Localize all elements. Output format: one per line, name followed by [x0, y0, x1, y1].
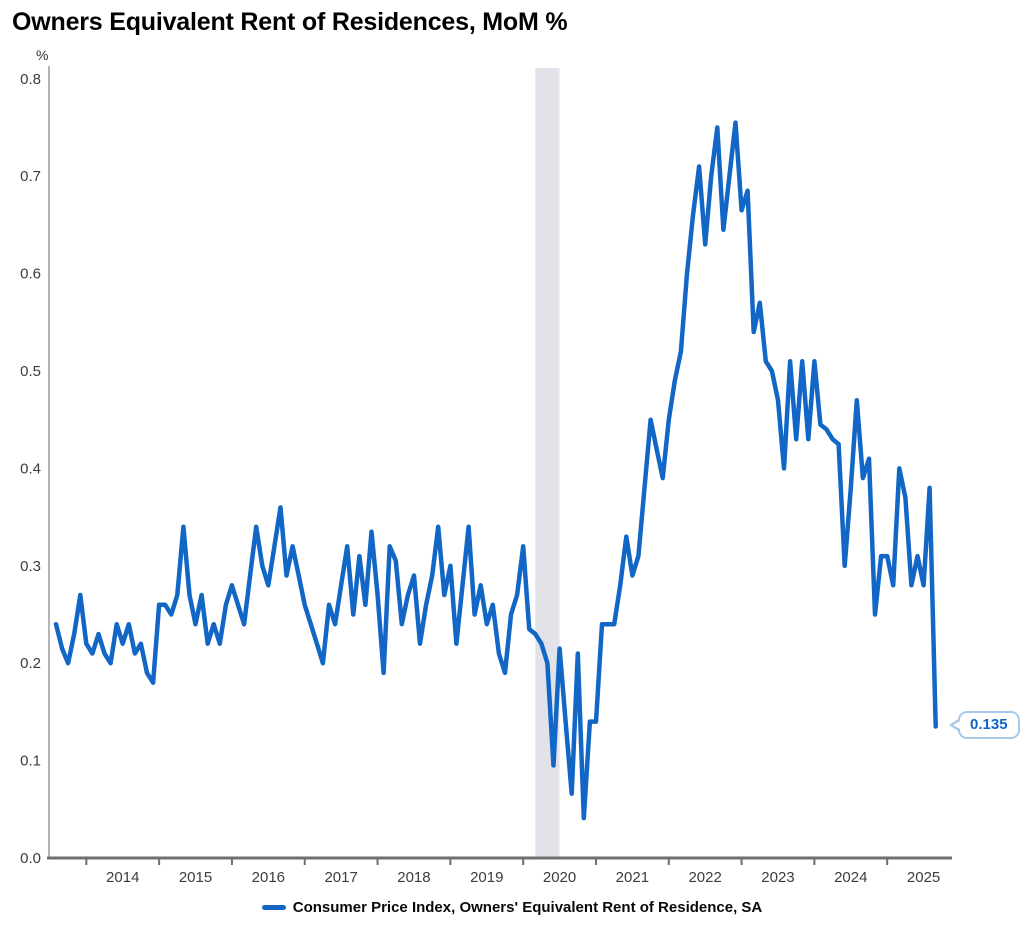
- svg-text:2016: 2016: [252, 869, 285, 886]
- svg-text:0.4: 0.4: [20, 460, 41, 477]
- svg-text:2017: 2017: [324, 869, 357, 886]
- svg-text:2023: 2023: [761, 869, 794, 886]
- svg-text:0.0: 0.0: [20, 850, 41, 867]
- x-axis-tick-labels: 2014 2015 2016 2017 2018 2019 2020 2021 2022 2023…: [85, 858, 940, 886]
- legend-series-label: Consumer Price Index, Owners' Equivalent…: [292, 899, 763, 916]
- svg-text:2015: 2015: [179, 869, 212, 886]
- y-axis-tick-labels: 0.0 0.1 0.2 0.3 0.4 0.5 0.6 0.7 0.8: [20, 71, 41, 867]
- svg-text:2022: 2022: [688, 869, 721, 886]
- svg-text:2024: 2024: [834, 869, 867, 886]
- svg-text:2021: 2021: [616, 869, 649, 886]
- svg-text:2018: 2018: [397, 869, 430, 886]
- page-title: Owners Equivalent Rent of Residences, Mo…: [12, 8, 568, 36]
- oer-series-line: [53, 120, 938, 821]
- svg-text:2014: 2014: [106, 869, 139, 886]
- chart-legend: Consumer Price Index, Owners' Equivalent…: [0, 899, 1024, 916]
- y-axis-unit-label: %: [36, 47, 49, 63]
- svg-text:2019: 2019: [470, 869, 503, 886]
- svg-text:0.6: 0.6: [20, 266, 41, 283]
- svg-text:0.5: 0.5: [20, 363, 41, 380]
- legend-line-swatch: [261, 905, 286, 910]
- svg-text:0.3: 0.3: [20, 558, 41, 575]
- svg-text:0.7: 0.7: [20, 168, 41, 185]
- svg-text:0.8: 0.8: [20, 71, 41, 88]
- svg-text:2025: 2025: [907, 869, 940, 886]
- svg-text:2020: 2020: [543, 869, 576, 886]
- svg-text:0.1: 0.1: [20, 753, 41, 770]
- last-value-callout: 0.135: [958, 711, 1020, 739]
- svg-text:0.2: 0.2: [20, 655, 41, 672]
